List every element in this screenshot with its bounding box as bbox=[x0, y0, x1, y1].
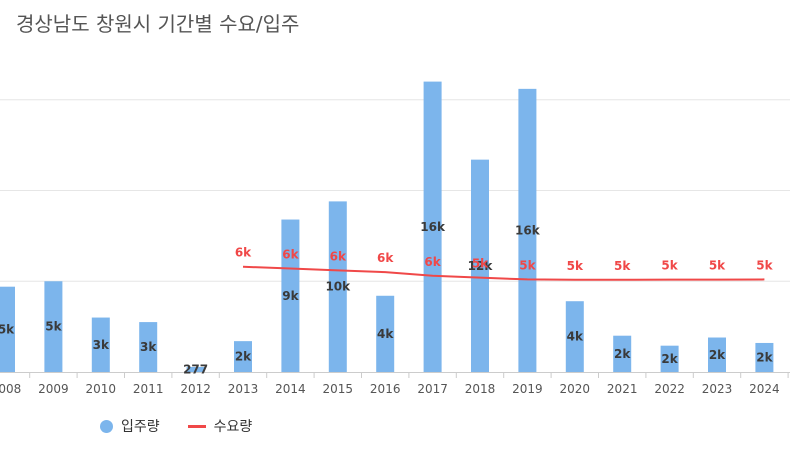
bar-data-label: 9k bbox=[282, 289, 299, 303]
bar-data-label: 4k bbox=[377, 327, 394, 341]
x-tick-label: 2021 bbox=[607, 382, 638, 396]
bar-data-label: 5k bbox=[0, 322, 15, 336]
legend-bar-marker bbox=[100, 419, 113, 433]
x-tick-label: 2022 bbox=[654, 382, 685, 396]
bar bbox=[376, 295, 395, 372]
line-path bbox=[242, 265, 765, 281]
x-tick-label: 2018 bbox=[465, 382, 496, 396]
legend-item-line[interactable]: 수요량 bbox=[187, 416, 253, 436]
line-data-label: 6k bbox=[235, 246, 252, 260]
legend-bar-label: 입주량 bbox=[121, 419, 160, 435]
x-tick-label: 2024 bbox=[749, 382, 780, 396]
line-data-label: 6k bbox=[424, 255, 441, 269]
bar bbox=[44, 281, 63, 372]
bar-data-label: 4k bbox=[567, 330, 584, 344]
x-tick-label: 2013 bbox=[228, 382, 259, 396]
line-data-label: 6k bbox=[330, 249, 347, 263]
bar-data-label: 277 bbox=[183, 362, 208, 376]
line-data-label: 5k bbox=[661, 259, 678, 273]
bar-data-label: 2k bbox=[661, 352, 678, 366]
legend: 입주량 수요량 bbox=[100, 416, 252, 436]
data-labels: 5k 5k 3k 3k 277 2k 9k 10k 4k 16k 12k 16k 4k 2k 2k 2k 2k 6… bbox=[0, 220, 774, 377]
x-tick-label: 2020 bbox=[560, 382, 591, 396]
line-data-label: 5k bbox=[519, 258, 536, 272]
bar bbox=[139, 322, 158, 372]
line-series bbox=[242, 265, 765, 281]
bar-data-label: 16k bbox=[420, 220, 446, 234]
x-tick-label: 2008 bbox=[0, 382, 21, 396]
bar bbox=[613, 335, 632, 372]
x-tick-label: 2023 bbox=[702, 382, 733, 396]
x-tick-label: 2016 bbox=[370, 382, 401, 396]
bar-data-label: 2k bbox=[756, 350, 773, 364]
legend-line-label: 수요량 bbox=[213, 419, 253, 435]
bar bbox=[518, 88, 537, 373]
legend-line-marker bbox=[187, 424, 206, 428]
grid-lines bbox=[0, 99, 790, 282]
x-tick-label: 2009 bbox=[38, 382, 69, 396]
chart-title: 경상남도 창원시 기간별 수요/입주 bbox=[16, 12, 300, 36]
line-data-label: 6k bbox=[377, 251, 394, 265]
x-tick-label: 2019 bbox=[512, 382, 543, 396]
bar-data-label: 2k bbox=[235, 350, 252, 364]
bar bbox=[755, 342, 774, 372]
bar bbox=[91, 317, 110, 372]
x-tick-label: 2017 bbox=[417, 382, 448, 396]
x-tick-label: 2010 bbox=[86, 382, 117, 396]
line-data-label: 6k bbox=[282, 248, 299, 262]
bar-data-label: 3k bbox=[140, 340, 157, 354]
bar bbox=[708, 337, 726, 372]
bar-data-label: 10k bbox=[325, 280, 351, 294]
bar-data-label: 2k bbox=[709, 348, 726, 362]
bar-data-label: 12k bbox=[468, 259, 494, 273]
bar bbox=[423, 81, 442, 372]
legend-item-bar[interactable]: 입주량 bbox=[100, 416, 160, 436]
bar bbox=[471, 159, 489, 372]
bar bbox=[660, 345, 679, 372]
bar-data-label: 2k bbox=[614, 347, 631, 361]
bar bbox=[186, 366, 205, 372]
bar-data-label: 5k bbox=[45, 320, 62, 334]
bar-data-label: 16k bbox=[515, 223, 541, 237]
bar bbox=[0, 286, 15, 372]
line-data-label: 5k bbox=[614, 259, 631, 273]
x-tick-label: 2015 bbox=[323, 382, 354, 396]
bar-series bbox=[0, 81, 774, 373]
line-data-label: 5k bbox=[567, 259, 584, 273]
line-data-label: 5k bbox=[709, 259, 726, 273]
line-data-label: 5k bbox=[756, 258, 773, 272]
bar bbox=[565, 301, 584, 372]
bar bbox=[234, 341, 252, 372]
chart-canvas: 2008 2009 2010 2011 2012 2013 2014 2015 2016 2017… bbox=[0, 81, 790, 396]
bar bbox=[328, 201, 347, 372]
x-tick-label: 2011 bbox=[133, 382, 164, 396]
x-tick-label: 2012 bbox=[180, 382, 211, 396]
line-data-label: 5k bbox=[472, 257, 489, 271]
bar bbox=[281, 219, 300, 372]
x-tick-label: 2014 bbox=[275, 382, 306, 396]
bar-data-label: 3k bbox=[93, 338, 110, 352]
x-axis: 2008 2009 2010 2011 2012 2013 2014 2015 2016 2017… bbox=[0, 372, 790, 396]
